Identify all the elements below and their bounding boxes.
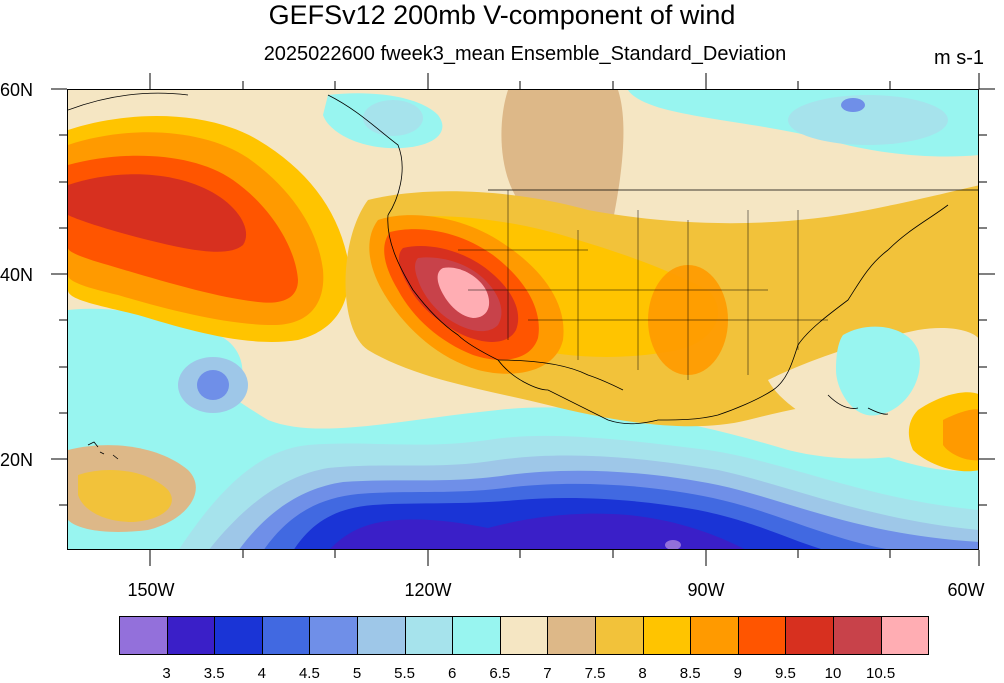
colorbar-swatch xyxy=(690,616,739,655)
colorbar-swatch xyxy=(499,616,549,655)
colorbar-swatch xyxy=(833,616,882,655)
colorbar-swatch xyxy=(785,616,834,655)
lat-label-60n: 60N xyxy=(0,80,34,100)
colorbar-swatch xyxy=(880,616,930,655)
units-label: m s-1 xyxy=(934,47,984,69)
colorbar-label: 3.5 xyxy=(203,665,225,682)
colorbar-label: 6 xyxy=(448,665,457,682)
colorbar-swatch xyxy=(166,616,216,655)
alaska-coast-line xyxy=(68,92,403,216)
colorbar-label: 10 xyxy=(824,665,842,682)
colorbar-swatch xyxy=(595,616,644,655)
hudson-blue-core xyxy=(841,98,865,112)
coastline-group xyxy=(68,92,978,460)
colorbar-swatch xyxy=(547,616,596,655)
contour-3 xyxy=(665,540,681,549)
hawaii-yellow-region xyxy=(78,470,172,522)
colorbar-label: 8 xyxy=(638,665,647,682)
colorbar-label: 9 xyxy=(733,665,742,682)
colorbar-label: 4 xyxy=(257,665,266,682)
contour-3-5 xyxy=(330,513,745,549)
lat-label-20n: 20N xyxy=(0,450,34,470)
colorbar-swatch xyxy=(119,616,168,655)
colorbar-swatch xyxy=(309,616,358,655)
colorbar-label: 8.5 xyxy=(679,665,701,682)
lon-label-90w: 90W xyxy=(687,580,725,600)
lat-ticks-left xyxy=(51,88,67,506)
map-panel xyxy=(67,89,979,550)
hawaii-island-lines xyxy=(87,441,119,460)
lon-label-60w: 60W xyxy=(947,580,985,600)
canada-tan-region xyxy=(501,90,624,222)
colorbar-label: 9.5 xyxy=(774,665,796,682)
us-mexico-border-line xyxy=(497,359,624,391)
caribbean-island-lines xyxy=(827,394,889,415)
colorbar-swatch xyxy=(452,616,501,655)
state-boundary-lines xyxy=(458,190,828,380)
colorbar-swatch xyxy=(642,616,692,655)
us-coast-line xyxy=(387,204,949,425)
colorbar-swatch xyxy=(357,616,406,655)
colorbar-label: 7 xyxy=(543,665,552,682)
colorbar-swatch xyxy=(737,616,787,655)
colorbar-swatch xyxy=(404,616,454,655)
colorbar-label: 6.5 xyxy=(489,665,511,682)
alaska-light-region xyxy=(363,100,423,136)
page-subtitle: 2025022600 fweek3_mean Ensemble_Standard… xyxy=(263,43,787,65)
colorbar-label: 5.5 xyxy=(394,665,416,682)
hudson-light-region xyxy=(788,95,948,145)
map-contour-svg xyxy=(68,90,978,549)
atlantic-orange-region xyxy=(943,409,978,461)
lon-ticks-bottom xyxy=(149,550,980,566)
colorbar-swatch xyxy=(214,616,263,655)
page-title: GEFSv12 200mb V-component of wind xyxy=(268,0,736,30)
lon-label-120w: 120W xyxy=(404,580,452,600)
colorbar-label: 5 xyxy=(352,665,362,682)
lat-label-40n: 40N xyxy=(0,265,34,285)
npac-red-core xyxy=(68,174,247,252)
atlantic-cyan-region xyxy=(836,326,920,416)
lon-label-150w: 150W xyxy=(127,580,175,600)
lon-ticks-top xyxy=(149,73,980,89)
colorbar-label: 7.5 xyxy=(584,665,606,682)
colorbar-label: 10.5 xyxy=(865,665,896,682)
colorbar-label: 3 xyxy=(162,665,171,682)
pacific-blue-core xyxy=(197,370,229,400)
colorbar-label: 4.5 xyxy=(298,665,320,682)
lat-ticks-right xyxy=(979,88,995,506)
colorbar-swatch xyxy=(261,616,311,655)
sw-pink-core xyxy=(437,267,490,318)
